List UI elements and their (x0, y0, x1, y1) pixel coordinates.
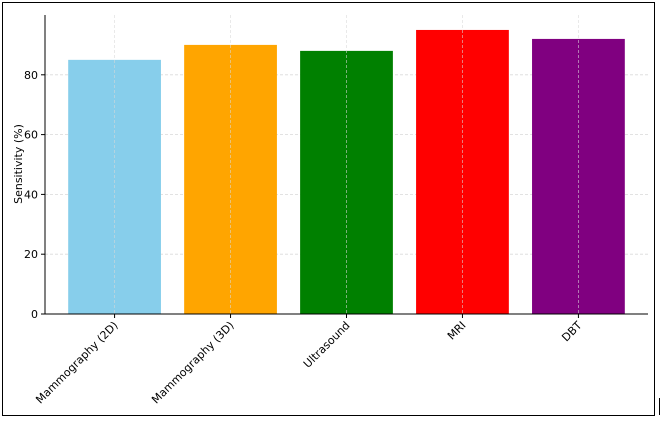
y-tick-label: 20 (24, 248, 38, 261)
text-cursor (659, 398, 660, 415)
x-tick-label: DBT (559, 319, 584, 344)
x-tick-label: MRI (445, 319, 469, 343)
bar-mammography-3d (184, 44, 277, 315)
y-tick-label: 40 (24, 188, 38, 201)
x-tick-label: Ultrasound (301, 319, 353, 371)
y-axis-label: Sensitivity (%) (12, 124, 25, 204)
y-tick-label: 60 (24, 129, 38, 142)
bar-layer (68, 15, 625, 315)
x-tick-label: Mammography (3D) (149, 319, 236, 406)
y-tick-label: 80 (24, 69, 38, 82)
y-tick-label: 0 (31, 308, 38, 321)
x-tick-label: Mammography (2D) (33, 319, 120, 406)
